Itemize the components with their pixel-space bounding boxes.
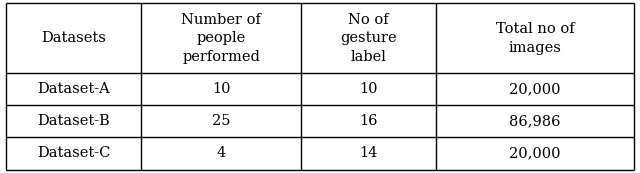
Text: 86,986: 86,986 — [509, 114, 561, 128]
Text: 4: 4 — [216, 147, 226, 161]
Text: 25: 25 — [212, 114, 230, 128]
Text: Datasets: Datasets — [42, 31, 106, 45]
Text: Dataset-A: Dataset-A — [38, 82, 110, 96]
Text: 10: 10 — [359, 82, 378, 96]
Text: 20,000: 20,000 — [509, 82, 561, 96]
Text: 16: 16 — [359, 114, 378, 128]
Text: Dataset-B: Dataset-B — [38, 114, 110, 128]
Text: Total no of
images: Total no of images — [495, 22, 574, 54]
Text: Number of
people
performed: Number of people performed — [181, 13, 261, 64]
Text: 14: 14 — [360, 147, 378, 161]
Text: No of
gesture
label: No of gesture label — [340, 13, 397, 64]
Text: 10: 10 — [212, 82, 230, 96]
Text: Dataset-C: Dataset-C — [37, 147, 111, 161]
Text: 20,000: 20,000 — [509, 147, 561, 161]
